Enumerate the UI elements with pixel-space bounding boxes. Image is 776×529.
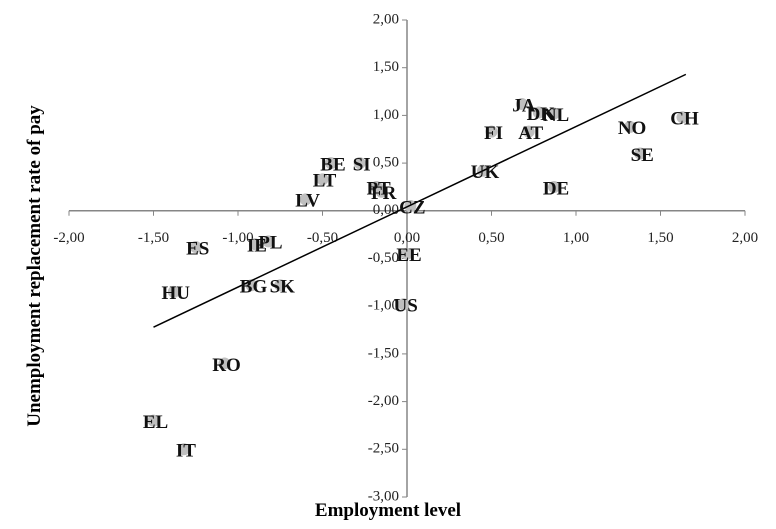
point	[316, 173, 329, 186]
point-label: LV	[295, 191, 320, 212]
x-tick-label: -2,00	[53, 230, 84, 246]
trendline	[153, 73, 687, 328]
point	[375, 185, 388, 198]
point	[167, 285, 180, 298]
point-label: NL	[543, 105, 569, 126]
point	[189, 241, 202, 254]
x-tick-label: -1,00	[222, 230, 253, 246]
point-label: FR	[371, 183, 397, 204]
point-label: US	[393, 296, 417, 317]
point	[532, 106, 545, 119]
point-label: ES	[186, 238, 209, 259]
point	[218, 357, 231, 370]
y-tick-label: 0,00	[373, 202, 399, 218]
point-label: BE	[320, 154, 345, 175]
point	[353, 157, 366, 170]
y-tick-label: 1,50	[373, 59, 399, 75]
point	[401, 247, 413, 260]
x-tick-label: 2,00	[732, 230, 758, 246]
point	[624, 120, 637, 133]
y-tick-label: -3,00	[368, 488, 399, 504]
x-tick-label: 1,00	[563, 230, 589, 246]
point	[147, 414, 160, 427]
point-label: SK	[270, 277, 296, 298]
point-label: PL	[258, 233, 282, 254]
point-label: SE	[631, 145, 654, 166]
point-label: RO	[212, 355, 241, 376]
point	[485, 125, 498, 138]
y-axis-title: Unemployment replacement rate of pay	[24, 105, 45, 427]
point	[274, 279, 287, 292]
x-tick-label: -0,50	[307, 230, 338, 246]
y-tick-label: 0,50	[373, 155, 399, 171]
point	[299, 193, 312, 206]
y-tick-label: -1,00	[368, 298, 399, 314]
point-label: IT	[176, 441, 196, 462]
point	[248, 238, 261, 251]
point-label: DE	[543, 178, 569, 199]
point	[548, 107, 561, 120]
point-label: NO	[618, 118, 647, 139]
point	[397, 298, 410, 311]
point	[177, 443, 190, 456]
point-label: JA	[512, 95, 536, 116]
y-tick-label: -1,50	[368, 345, 399, 361]
point-label: LT	[313, 171, 337, 192]
y-tick-label: 2,00	[373, 11, 399, 27]
x-tick-label: 0,50	[478, 230, 504, 246]
point	[515, 97, 528, 110]
point	[324, 157, 337, 170]
point-label: HU	[162, 283, 191, 304]
x-tick-label: -1,50	[138, 230, 169, 246]
point-label: EL	[143, 412, 168, 433]
y-tick-label: -2,50	[368, 441, 399, 457]
x-axis-title: Employment level	[314, 500, 462, 521]
point-label: CH	[670, 109, 699, 130]
point-label: IE	[247, 236, 267, 257]
point-label: PT	[366, 178, 391, 199]
y-tick-label: -0,50	[368, 250, 399, 266]
point-label: CZ	[399, 197, 425, 218]
point-label: AT	[518, 123, 543, 144]
point-label: BG	[240, 277, 268, 298]
point	[676, 111, 689, 124]
y-tick-label: -2,00	[368, 393, 399, 409]
point	[522, 125, 535, 138]
x-tick-label: 0,00	[394, 230, 420, 246]
x-tick-label: 1,50	[647, 230, 673, 246]
point-label: EE	[396, 245, 421, 266]
point-label: DK	[527, 104, 556, 125]
point-label: SI	[353, 154, 371, 175]
y-tick-label: 1,00	[373, 107, 399, 123]
point-label: UK	[471, 162, 500, 183]
point	[262, 235, 275, 248]
point	[548, 180, 561, 193]
point	[634, 147, 647, 160]
point-label: FI	[484, 123, 503, 144]
